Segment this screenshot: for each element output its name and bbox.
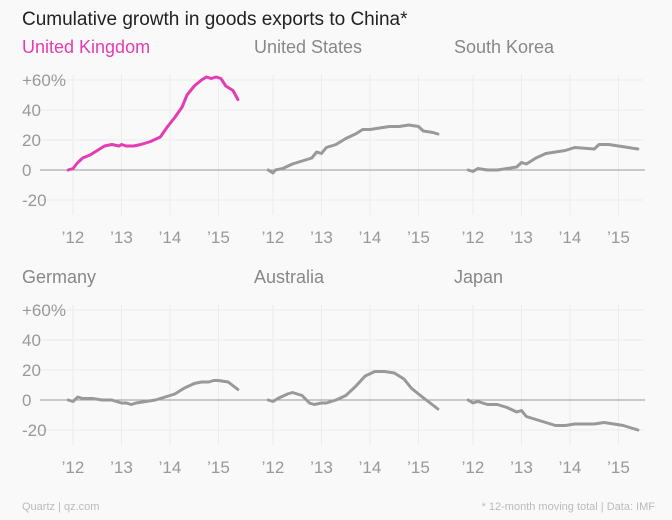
x-tick-label: ’12 [62,458,85,477]
y-tick-label: +60% [22,301,66,320]
x-tick-label: ’15 [407,458,430,477]
series-line [266,123,440,175]
x-tick-label: ’13 [110,228,133,247]
chart-title: Cumulative growth in goods exports to Ch… [22,9,408,30]
x-tick-label: ’12 [62,228,85,247]
x-tick-label: ’13 [310,228,333,247]
panel-japan: Japan ’12 ’13 ’14 ’15 [440,267,645,477]
x-tick-label: ’15 [407,228,430,247]
y-tick-label: 40 [22,331,41,350]
x-tick-label: ’14 [559,228,582,247]
series-line [466,398,640,432]
panel-title: United States [254,37,362,57]
x-tick-label: ’14 [559,458,582,477]
x-tick-label: ’13 [510,458,533,477]
panel-germany: Germany +60% 40 20 0 -20 ’12 ’13 ’14 ’15 [22,267,245,477]
y-tick-label: -20 [22,421,47,440]
x-tick-label: ’14 [359,458,382,477]
series-line [66,379,240,406]
footer-note: * 12-month moving total | Data: IMF [482,501,656,513]
series-line [466,143,640,173]
y-tick-label: +60% [22,71,66,90]
x-tick-label: ’14 [159,458,182,477]
y-tick-label: 20 [22,131,41,150]
x-tick-label: ’14 [359,228,382,247]
x-tick-label: ’15 [607,228,630,247]
panel-united-kingdom: United Kingdom +60% 40 20 0 -20 ’12 ’13 ’14 ’15 [22,37,245,247]
x-tick-label: ’13 [110,458,133,477]
panel-title: Australia [254,267,325,287]
x-tick-label: ’13 [510,228,533,247]
footer-source: Quartz | qz.com [22,501,99,513]
series-line [66,75,240,172]
x-tick-label: ’15 [607,458,630,477]
panel-title: Germany [22,267,96,287]
x-tick-label: ’12 [262,228,285,247]
x-tick-label: ’15 [207,228,230,247]
series-line [266,370,440,411]
y-tick-label: 0 [22,391,31,410]
x-tick-label: ’13 [310,458,333,477]
panel-united-states: United States ’12 ’13 ’14 ’15 [240,37,445,247]
y-tick-label: -20 [22,191,47,210]
y-tick-label: 40 [22,101,41,120]
panel-south-korea: South Korea ’12 ’13 ’14 ’15 [440,37,645,247]
x-tick-label: ’12 [462,458,485,477]
panel-title: South Korea [454,37,555,57]
y-tick-label: 0 [22,161,31,180]
y-tick-label: 20 [22,361,41,380]
x-tick-label: ’12 [262,458,285,477]
panel-title: Japan [454,267,503,287]
panel-australia: Australia ’12 ’13 ’14 ’15 [240,267,445,477]
x-tick-label: ’15 [207,458,230,477]
x-tick-label: ’14 [159,228,182,247]
x-tick-label: ’12 [462,228,485,247]
panel-title: United Kingdom [22,37,150,57]
